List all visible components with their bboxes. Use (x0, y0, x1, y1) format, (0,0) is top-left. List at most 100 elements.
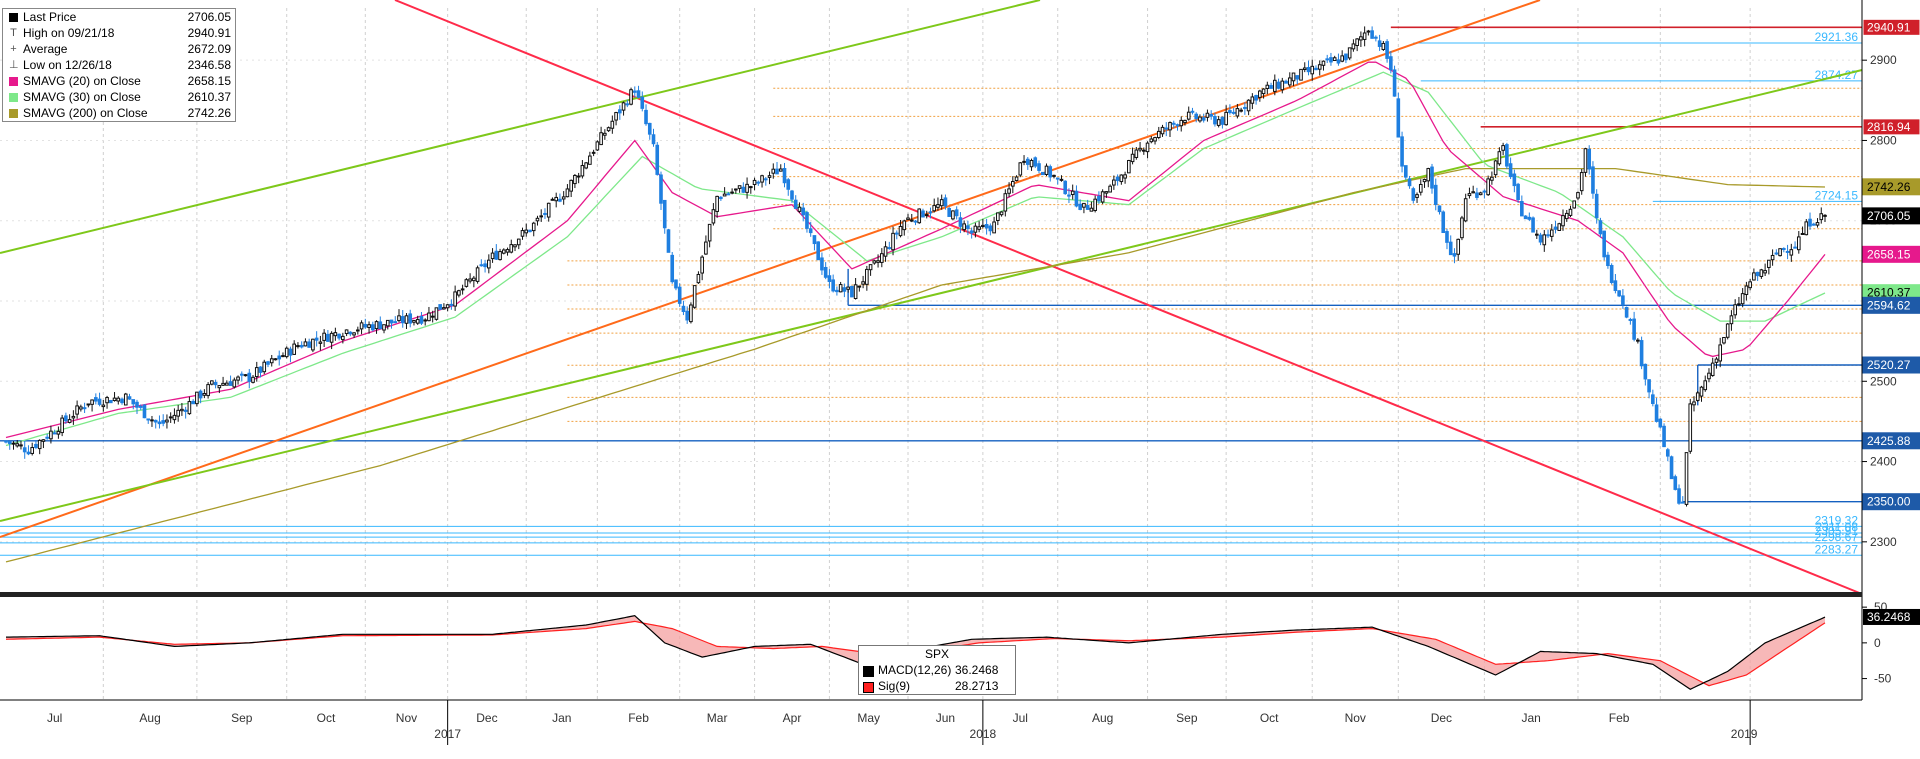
candle-body (1007, 188, 1011, 194)
candle-body (86, 403, 91, 406)
candle-body (1089, 207, 1094, 212)
macd-tick-label: 0 (1874, 636, 1881, 650)
candle-body (453, 291, 457, 307)
candle-body (760, 175, 764, 183)
candle-body (457, 290, 461, 296)
legend-glyph: + (10, 43, 17, 55)
candle-body (363, 323, 368, 328)
candle-body (531, 222, 536, 232)
legend-value: 36.2468 (955, 663, 999, 677)
candle-body (1804, 221, 1809, 236)
candle-body (284, 347, 289, 358)
candle-body (962, 223, 966, 231)
candle-body (928, 211, 933, 214)
candle-body (329, 332, 334, 343)
candle-body (67, 419, 72, 423)
candle-body (213, 381, 218, 386)
candle-body (1441, 211, 1446, 234)
candle-body (1355, 38, 1359, 47)
candle-body (647, 122, 652, 135)
candle-body (1037, 163, 1041, 171)
candle-body (524, 229, 529, 234)
month-label: Nov (396, 711, 417, 725)
candle-body (569, 179, 573, 192)
candle-body (378, 321, 383, 330)
candle-body (501, 249, 506, 254)
candle-body (1520, 200, 1524, 217)
candle-body (475, 267, 480, 282)
candle-body (30, 447, 35, 454)
candle-body (1074, 190, 1079, 207)
candle-body (273, 358, 278, 361)
candle-body (704, 241, 708, 255)
candle-body (969, 230, 974, 234)
candle-body (472, 277, 476, 282)
candle-body (438, 304, 442, 310)
price-tag-box (1862, 432, 1920, 450)
legend-row: ⊥ Low on 12/26/18 2346.58 (3, 57, 235, 73)
candle-body (79, 406, 83, 410)
candle-body (382, 324, 386, 331)
candle-body (1302, 67, 1307, 71)
candle-body (1276, 81, 1281, 89)
macd-legend-title: SPX (924, 647, 949, 661)
candle-body (528, 229, 532, 233)
candle-body (913, 220, 918, 223)
candle-body (1261, 88, 1266, 95)
candle-body (195, 391, 199, 405)
candle-body (1127, 159, 1131, 174)
candle-body (434, 307, 439, 320)
price-tag-label: 2610.37 (1867, 286, 1911, 300)
candle-body (719, 196, 723, 200)
candle-body (1142, 149, 1146, 152)
candle-body (370, 324, 375, 331)
candle-body (393, 321, 398, 324)
candle-body (872, 260, 877, 264)
price-tag-label: 2594.62 (1867, 298, 1911, 312)
candle-body (790, 190, 794, 200)
candle-body (123, 393, 128, 406)
candle-body (1740, 293, 1745, 305)
candle-body (1452, 253, 1457, 257)
candle-body (217, 385, 222, 389)
candle-body (730, 191, 734, 194)
year-label: 2018 (970, 727, 997, 741)
candle-body (1310, 65, 1315, 75)
candle-body (153, 419, 158, 423)
candle-body (131, 399, 136, 405)
candle-body (1220, 116, 1225, 125)
candle-body (90, 399, 94, 405)
price-tag-label: 2706.05 (1867, 209, 1911, 223)
candle-body (1314, 67, 1318, 71)
price-legend: Last Price 2706.05 T High on 09/21/18 2940.… (2, 8, 236, 122)
legend-row: MACD(12,26) 36.2468 (859, 662, 1015, 678)
price-tag-box (1862, 296, 1920, 314)
legend-glyph: T (10, 27, 17, 39)
price-tag-box (1862, 18, 1920, 36)
legend-row: + Average 2672.09 (3, 41, 235, 57)
candle-body (1183, 119, 1187, 124)
macd-value-label: 36.2468 (1867, 610, 1911, 624)
candle-body (1767, 259, 1771, 268)
candle-body (1014, 176, 1019, 182)
macd-legend: SPX MACD(12,26) 36.2468 Sig(9) 28.2713 (858, 645, 1016, 695)
candle-body (243, 374, 248, 377)
level-label: 2921.36 (1815, 30, 1859, 44)
candle-body (1366, 30, 1371, 33)
candle-body (1643, 363, 1648, 380)
candle-body (1647, 379, 1651, 393)
candle-body (835, 289, 839, 293)
candle-body (1463, 198, 1468, 222)
trend-line-green-lower (0, 69, 1863, 522)
candle-body (1609, 264, 1614, 283)
fibonacci-levels (567, 87, 1862, 422)
candle-body (400, 316, 405, 324)
candle-body (1269, 85, 1273, 89)
candle-body (341, 335, 345, 341)
legend-row: Last Price 2706.05 (3, 9, 235, 25)
candle-body (239, 373, 244, 376)
candle-body (1688, 403, 1693, 452)
price-tag-box (1862, 356, 1920, 374)
legend-label: SMAVG (200) on Close (23, 106, 148, 120)
legend-label: Sig(9) (878, 679, 911, 693)
